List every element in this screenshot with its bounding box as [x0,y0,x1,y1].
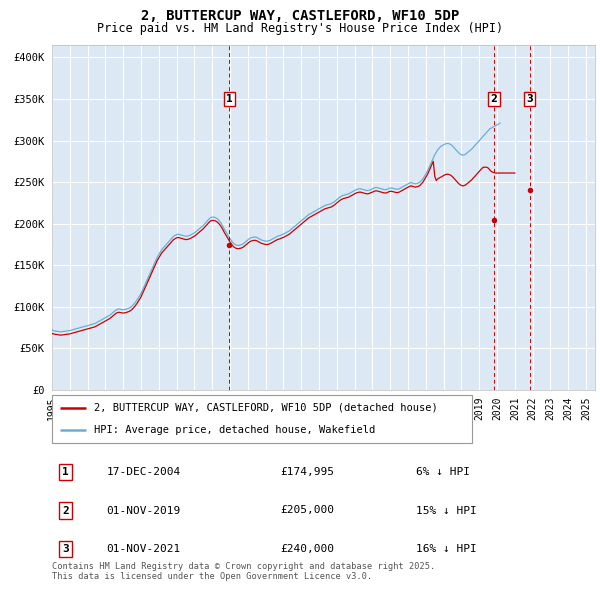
Text: 2, BUTTERCUP WAY, CASTLEFORD, WF10 5DP: 2, BUTTERCUP WAY, CASTLEFORD, WF10 5DP [141,9,459,23]
Text: 6% ↓ HPI: 6% ↓ HPI [416,467,470,477]
Text: 16% ↓ HPI: 16% ↓ HPI [416,544,476,554]
Text: 2, BUTTERCUP WAY, CASTLEFORD, WF10 5DP (detached house): 2, BUTTERCUP WAY, CASTLEFORD, WF10 5DP (… [94,403,438,413]
Text: £174,995: £174,995 [280,467,334,477]
FancyBboxPatch shape [52,395,472,443]
Text: £240,000: £240,000 [280,544,334,554]
Text: 01-NOV-2021: 01-NOV-2021 [106,544,181,554]
Text: HPI: Average price, detached house, Wakefield: HPI: Average price, detached house, Wake… [94,425,375,435]
Text: Contains HM Land Registry data © Crown copyright and database right 2025.
This d: Contains HM Land Registry data © Crown c… [52,562,435,581]
Text: 3: 3 [62,544,69,554]
Text: 1: 1 [62,467,69,477]
Text: Price paid vs. HM Land Registry's House Price Index (HPI): Price paid vs. HM Land Registry's House … [97,22,503,35]
Text: 1: 1 [226,94,233,104]
Text: 2: 2 [62,506,69,516]
Text: 17-DEC-2004: 17-DEC-2004 [106,467,181,477]
Text: 2: 2 [491,94,497,104]
Text: £205,000: £205,000 [280,506,334,516]
Text: 3: 3 [526,94,533,104]
Text: 01-NOV-2019: 01-NOV-2019 [106,506,181,516]
Text: 15% ↓ HPI: 15% ↓ HPI [416,506,476,516]
